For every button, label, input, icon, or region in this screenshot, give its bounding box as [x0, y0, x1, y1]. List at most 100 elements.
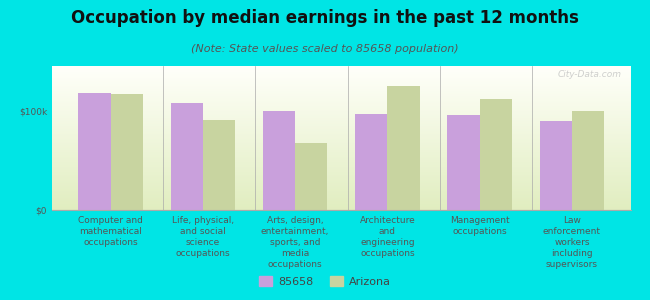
Bar [52, 94, 630, 95]
Bar [52, 80, 630, 81]
Bar [263, 111, 295, 210]
Bar [52, 162, 630, 163]
Bar [52, 139, 630, 140]
Bar [52, 194, 630, 195]
Bar [52, 106, 630, 107]
Bar [52, 116, 630, 117]
Bar [52, 178, 630, 179]
Bar [52, 88, 630, 89]
Bar [52, 146, 630, 147]
Bar [52, 171, 630, 172]
Bar [387, 86, 420, 210]
Bar [52, 180, 630, 181]
Bar [52, 136, 630, 137]
Bar [52, 151, 630, 152]
Bar [52, 68, 630, 69]
Bar [52, 195, 630, 196]
Bar [52, 204, 630, 205]
Bar [170, 103, 203, 210]
Bar [52, 198, 630, 199]
Text: Occupation by median earnings in the past 12 months: Occupation by median earnings in the pas… [71, 9, 579, 27]
Bar [52, 109, 630, 110]
Bar [52, 72, 630, 73]
Bar [52, 154, 630, 155]
Bar [52, 191, 630, 192]
Bar [52, 104, 630, 105]
Bar [52, 73, 630, 74]
Bar [52, 126, 630, 127]
Bar [52, 74, 630, 75]
Bar [52, 95, 630, 96]
Bar [52, 118, 630, 119]
Bar [52, 203, 630, 204]
Bar [52, 165, 630, 166]
Bar [52, 158, 630, 159]
Bar [52, 147, 630, 148]
Bar [355, 114, 387, 210]
Bar [540, 121, 572, 210]
Bar [52, 112, 630, 113]
Bar [52, 182, 630, 183]
Bar [52, 107, 630, 108]
Bar [52, 120, 630, 121]
Bar [52, 149, 630, 150]
Bar [52, 131, 630, 132]
Bar [52, 193, 630, 194]
Bar [52, 110, 630, 111]
Bar [52, 160, 630, 161]
Bar [52, 155, 630, 156]
Bar [52, 66, 630, 67]
Bar [52, 159, 630, 160]
Bar [203, 120, 235, 210]
Bar [52, 137, 630, 138]
Bar [52, 128, 630, 129]
Bar [52, 129, 630, 130]
Bar [52, 105, 630, 106]
Bar [480, 99, 512, 210]
Bar [52, 91, 630, 92]
Bar [52, 164, 630, 165]
Bar [52, 150, 630, 151]
Bar [52, 125, 630, 126]
Bar [52, 140, 630, 141]
Bar [52, 132, 630, 133]
Bar [52, 209, 630, 210]
Bar [52, 69, 630, 70]
Bar [52, 207, 630, 208]
Bar [52, 113, 630, 114]
Bar [52, 167, 630, 168]
Bar [52, 85, 630, 86]
Bar [52, 143, 630, 144]
Bar [52, 205, 630, 206]
Bar [52, 172, 630, 173]
Bar [52, 185, 630, 186]
Bar [52, 190, 630, 191]
Bar [52, 92, 630, 93]
Bar [52, 144, 630, 145]
Bar [52, 174, 630, 175]
Bar [52, 161, 630, 162]
Bar [52, 124, 630, 125]
Legend: 85658, Arizona: 85658, Arizona [255, 272, 395, 291]
Bar [52, 177, 630, 178]
Bar [52, 85, 630, 86]
Bar [52, 81, 630, 82]
Bar [52, 119, 630, 120]
Bar [52, 138, 630, 139]
Bar [52, 86, 630, 87]
Bar [52, 153, 630, 154]
Bar [52, 115, 630, 116]
Bar [52, 75, 630, 76]
Bar [52, 67, 630, 68]
Bar [52, 71, 630, 72]
Bar [52, 157, 630, 158]
Bar [52, 196, 630, 197]
Bar [111, 94, 143, 210]
Bar [52, 206, 630, 207]
Bar [52, 187, 630, 188]
Bar [52, 78, 630, 79]
Bar [52, 141, 630, 142]
Bar [52, 93, 630, 94]
Bar [52, 168, 630, 169]
Bar [52, 169, 630, 170]
